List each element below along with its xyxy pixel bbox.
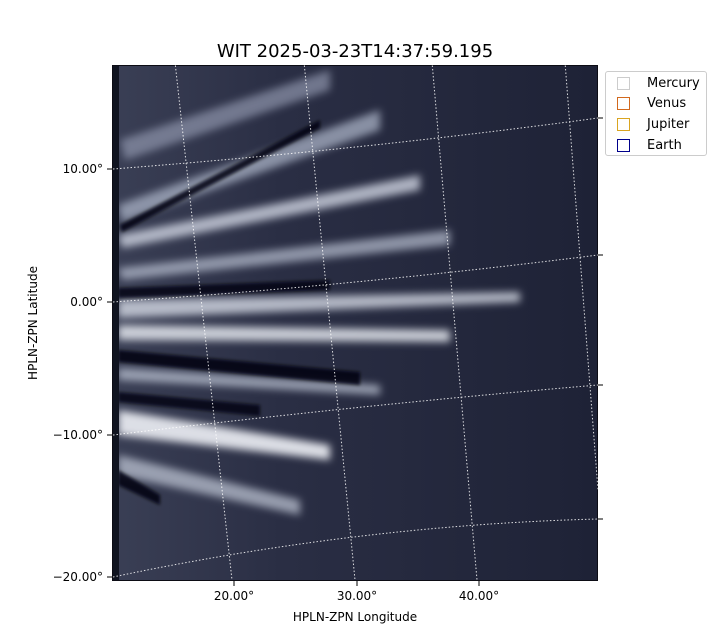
dark-band bbox=[120, 120, 320, 232]
x-axis-label: HPLN-ZPN Longitude bbox=[293, 610, 417, 624]
dark-band bbox=[118, 350, 360, 385]
legend-swatch bbox=[617, 117, 630, 131]
grid-lat-10 bbox=[112, 117, 599, 170]
streamer bbox=[118, 292, 520, 318]
image-streamers bbox=[118, 70, 520, 515]
left-ticks bbox=[107, 168, 112, 578]
legend-label: Mercury bbox=[647, 75, 700, 91]
legend-swatch bbox=[617, 76, 630, 90]
y-axis-label: HPLN-ZPN Latitude bbox=[26, 266, 40, 380]
legend-swatch bbox=[617, 96, 630, 110]
legend: Mercury Venus Jupiter Earth bbox=[605, 71, 707, 156]
streamer bbox=[118, 410, 330, 460]
image-left-edge bbox=[113, 66, 119, 580]
y-tick-labels: 10.00° 0.00° −10.00° −20.00° bbox=[53, 162, 103, 584]
grid-lon-35 bbox=[431, 61, 478, 581]
y-tick-label: 0.00° bbox=[70, 295, 103, 309]
image-background bbox=[113, 66, 597, 580]
grid-lat-0 bbox=[112, 254, 599, 303]
plot-area bbox=[107, 61, 603, 586]
legend-label: Earth bbox=[647, 137, 682, 153]
y-tick-label: −20.00° bbox=[53, 570, 103, 584]
bottom-ticks bbox=[233, 581, 480, 586]
dark-band bbox=[118, 470, 160, 505]
right-ticks bbox=[598, 117, 603, 520]
legend-item-venus: Venus bbox=[617, 95, 686, 111]
streamer bbox=[118, 455, 300, 515]
y-tick-label: 10.00° bbox=[63, 162, 103, 176]
grid-lon-45 bbox=[564, 61, 599, 491]
grid-lon-15 bbox=[174, 61, 233, 581]
grid-lat-minus10 bbox=[112, 384, 599, 436]
streamer bbox=[118, 230, 450, 280]
x-tick-label: 30.00° bbox=[337, 589, 377, 603]
legend-label: Venus bbox=[647, 95, 687, 111]
x-tick-label: 20.00° bbox=[214, 589, 254, 603]
x-tick-label: 40.00° bbox=[459, 589, 499, 603]
legend-item-jupiter: Jupiter bbox=[617, 116, 689, 132]
legend-item-earth: Earth bbox=[617, 137, 682, 153]
dark-band bbox=[118, 392, 260, 416]
grid-lines bbox=[112, 61, 599, 581]
legend-item-mercury: Mercury bbox=[617, 75, 700, 91]
dark-band bbox=[118, 280, 330, 298]
x-tick-labels: 20.00° 30.00° 40.00° bbox=[214, 589, 499, 603]
image-dark-bands bbox=[118, 120, 360, 505]
y-tick-label: −10.00° bbox=[53, 428, 103, 442]
grid-lon-25 bbox=[303, 61, 356, 581]
legend-label: Jupiter bbox=[647, 116, 690, 132]
streamer bbox=[118, 325, 450, 342]
streamer bbox=[118, 368, 380, 395]
chart-title: WIT 2025-03-23T14:37:59.195 bbox=[217, 41, 493, 62]
streamer bbox=[120, 70, 330, 160]
legend-swatch bbox=[617, 138, 630, 152]
